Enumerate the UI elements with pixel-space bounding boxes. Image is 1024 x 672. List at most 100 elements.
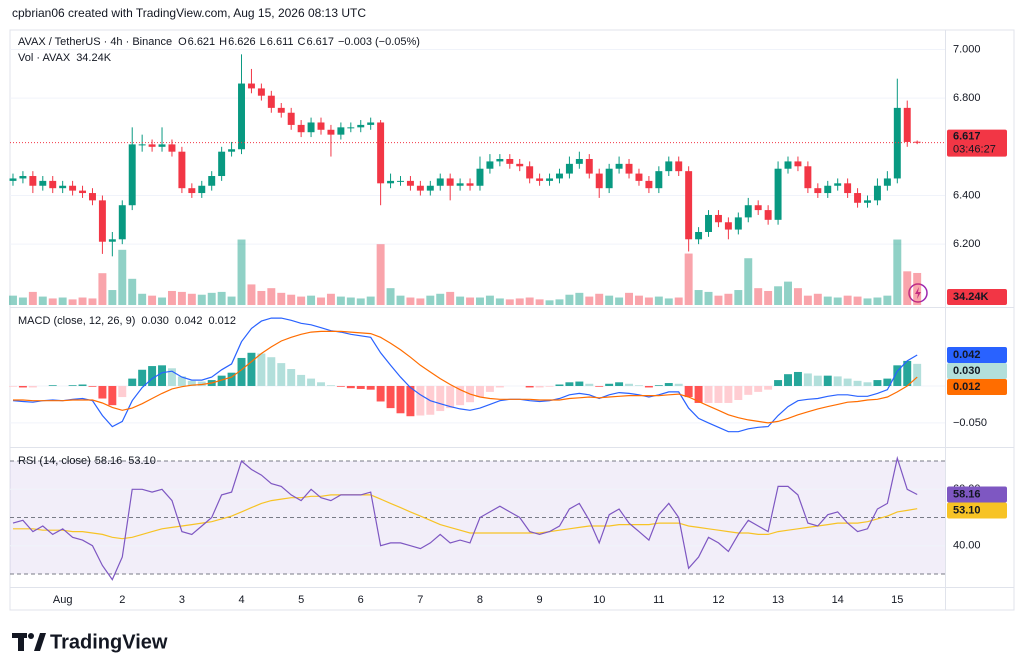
volume-bar	[416, 298, 425, 305]
candle-body	[128, 144, 136, 206]
candle-body	[377, 122, 385, 184]
x-tick-label: 6	[358, 594, 364, 606]
macd-line	[12, 317, 918, 433]
volume-bar	[863, 298, 872, 305]
candle-body	[148, 144, 156, 147]
volume-bar	[495, 298, 504, 305]
volume-bar	[138, 293, 147, 305]
signal-line	[13, 330, 918, 424]
candle-body	[466, 183, 474, 186]
candle-body	[854, 193, 862, 203]
histogram-bar	[903, 360, 912, 386]
candle-body	[546, 178, 554, 181]
volume-bar	[406, 297, 415, 305]
volume-bar	[575, 292, 584, 305]
ohlc-value: 6.611	[267, 36, 294, 48]
volume-bar	[88, 298, 97, 305]
histogram-last-box	[947, 363, 1007, 379]
volume-bar	[674, 297, 683, 305]
candle-body	[724, 222, 732, 230]
volume-bar	[664, 298, 673, 305]
rsi-last: 58.16	[953, 488, 981, 500]
candle-body	[804, 166, 812, 189]
volume-bar	[774, 286, 783, 305]
signal-value: 0.012	[208, 315, 236, 327]
volume-bar	[336, 296, 345, 305]
volume-bar	[58, 297, 67, 305]
volume-bar	[634, 295, 643, 305]
ohlc-key: L	[260, 36, 266, 48]
x-tick-label: 8	[477, 594, 483, 606]
histogram-bar	[177, 376, 186, 386]
candle-body	[446, 178, 454, 186]
volume-bar	[754, 288, 763, 305]
plot-area	[9, 48, 945, 581]
ohlc-value: 6.617	[306, 36, 334, 48]
logo: TradingView	[12, 631, 168, 653]
candle-body	[19, 176, 27, 179]
volume-bar	[326, 293, 335, 305]
y-tick-label: 6.200	[953, 238, 981, 250]
candle-body	[536, 178, 544, 181]
candle-body	[784, 161, 792, 169]
histogram-bar	[684, 385, 693, 398]
volume-bar	[207, 292, 216, 305]
candle-body	[59, 185, 67, 189]
histogram-bar	[48, 385, 57, 386]
histogram-bar	[644, 385, 653, 388]
histogram-bar	[287, 369, 296, 386]
volume-bar	[704, 291, 713, 305]
indicator-title: MACD (close, 12, 26, 9)	[18, 315, 135, 327]
candle-body	[864, 200, 871, 203]
candle-body	[98, 200, 106, 242]
histogram-last: 0.030	[953, 365, 981, 377]
macd-last-box	[947, 347, 1007, 363]
histogram-bar	[535, 385, 544, 388]
candle-body	[317, 122, 325, 130]
logo-mark	[18, 633, 24, 651]
histogram-bar	[883, 378, 892, 386]
volume-bar	[28, 291, 37, 305]
candle-body	[665, 161, 673, 172]
volume-bar	[476, 297, 484, 305]
histogram-bar	[257, 353, 266, 386]
histogram-bar	[336, 385, 345, 387]
y-tick-label: 7.000	[953, 43, 981, 55]
histogram-bar	[495, 385, 504, 388]
candle-body	[118, 205, 126, 240]
volume-bar	[793, 288, 802, 305]
volume-bar	[625, 292, 634, 305]
histogram-bar	[28, 385, 37, 388]
histogram-bar	[68, 385, 77, 386]
histogram-bar	[167, 368, 176, 386]
volume-bar	[893, 239, 902, 305]
volume-bar	[515, 298, 524, 305]
x-tick-label: Aug	[53, 594, 73, 606]
candle-body	[337, 127, 345, 135]
alert-icon	[908, 283, 928, 303]
volume-bar	[565, 294, 574, 305]
candle-body	[814, 188, 822, 194]
histogram-bar	[78, 384, 87, 386]
candle-body	[238, 83, 245, 150]
histogram-bar	[197, 381, 206, 386]
volume-bar	[297, 296, 306, 305]
volume-bar	[903, 271, 912, 305]
volume-bar	[247, 284, 256, 305]
volume-bar	[684, 253, 693, 305]
histogram-bar	[88, 385, 97, 387]
histogram-bar	[18, 385, 27, 388]
candle-body	[357, 124, 365, 128]
candle-body	[744, 205, 752, 218]
candle-body	[506, 158, 514, 164]
volume-bar	[615, 297, 624, 305]
volume-bar	[187, 293, 196, 305]
x-tick-label: 13	[772, 594, 784, 606]
candle-body	[79, 190, 87, 194]
last-volume-box	[947, 289, 1007, 305]
histogram-bar	[784, 374, 792, 386]
volume-bar	[545, 300, 554, 305]
volume-bar	[784, 281, 792, 305]
